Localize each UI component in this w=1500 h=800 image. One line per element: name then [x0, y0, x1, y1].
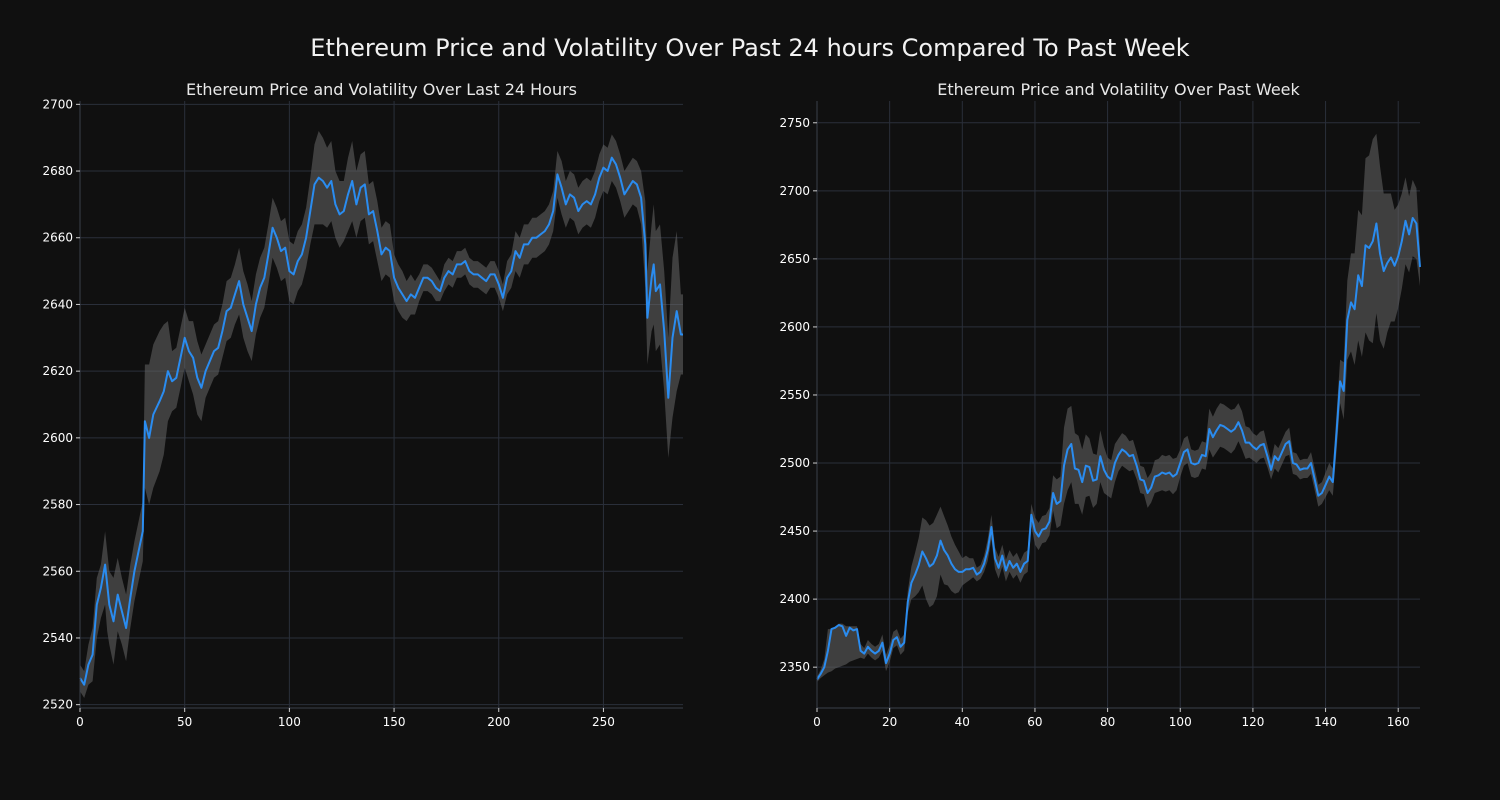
chart-24h-xtick-label-2: 100 — [278, 715, 301, 729]
chart-week-ytick-label-4: 2550 — [779, 388, 810, 402]
chart-24h-ytick-label-5: 2620 — [42, 364, 73, 378]
chart-week-ytick-label-6: 2650 — [779, 252, 810, 266]
chart-week-ytick-label-1: 2400 — [779, 592, 810, 606]
chart-week-ytick-label-5: 2600 — [779, 320, 810, 334]
chart-week-xtick-label-1: 20 — [882, 715, 897, 729]
price-24h-chart: Ethereum Price and Volatility Over Last … — [42, 80, 683, 729]
chart-24h-ytick-label-4: 2600 — [42, 431, 73, 445]
chart-24h-ytick-label-6: 2640 — [42, 297, 73, 311]
chart-24h-ytick-label-7: 2660 — [42, 231, 73, 245]
chart-24h-ytick-label-0: 2520 — [42, 698, 73, 712]
chart-week-price-line — [816, 217, 1421, 680]
chart-week-xtick-label-2: 40 — [955, 715, 970, 729]
chart-week-ytick-label-0: 2350 — [779, 660, 810, 674]
chart-24h-ytick-label-8: 2680 — [42, 164, 73, 178]
chart-week-title: Ethereum Price and Volatility Over Past … — [937, 80, 1300, 99]
chart-week-ytick-label-7: 2700 — [779, 184, 810, 198]
chart-week-ytick-label-2: 2450 — [779, 524, 810, 538]
chart-24h-ytick-label-9: 2700 — [42, 97, 73, 111]
chart-week-xtick-label-7: 140 — [1314, 715, 1337, 729]
chart-24h-ytick-label-3: 2580 — [42, 498, 73, 512]
chart-week-xtick-label-5: 100 — [1169, 715, 1192, 729]
chart-24h-xtick-label-3: 150 — [383, 715, 406, 729]
chart-24h-ytick-label-1: 2540 — [42, 631, 73, 645]
chart-24h-ytick-label-2: 2560 — [42, 564, 73, 578]
chart-24h-xtick-label-0: 0 — [76, 715, 84, 729]
chart-week-ytick-label-3: 2500 — [779, 456, 810, 470]
figure-title: Ethereum Price and Volatility Over Past … — [310, 34, 1190, 62]
chart-24h-xtick-label-4: 200 — [487, 715, 510, 729]
chart-week-xtick-label-0: 0 — [813, 715, 821, 729]
chart-24h-price-line — [79, 156, 683, 686]
chart-24h-title: Ethereum Price and Volatility Over Last … — [186, 80, 577, 99]
chart-week-ytick-label-8: 2750 — [779, 116, 810, 130]
chart-week-xtick-label-8: 160 — [1387, 715, 1410, 729]
chart-week-xtick-label-3: 60 — [1027, 715, 1042, 729]
chart-24h-xtick-label-1: 50 — [177, 715, 192, 729]
chart-week-xtick-label-4: 80 — [1100, 715, 1115, 729]
chart-24h-xtick-label-5: 250 — [592, 715, 615, 729]
chart-week-xtick-label-6: 120 — [1241, 715, 1264, 729]
